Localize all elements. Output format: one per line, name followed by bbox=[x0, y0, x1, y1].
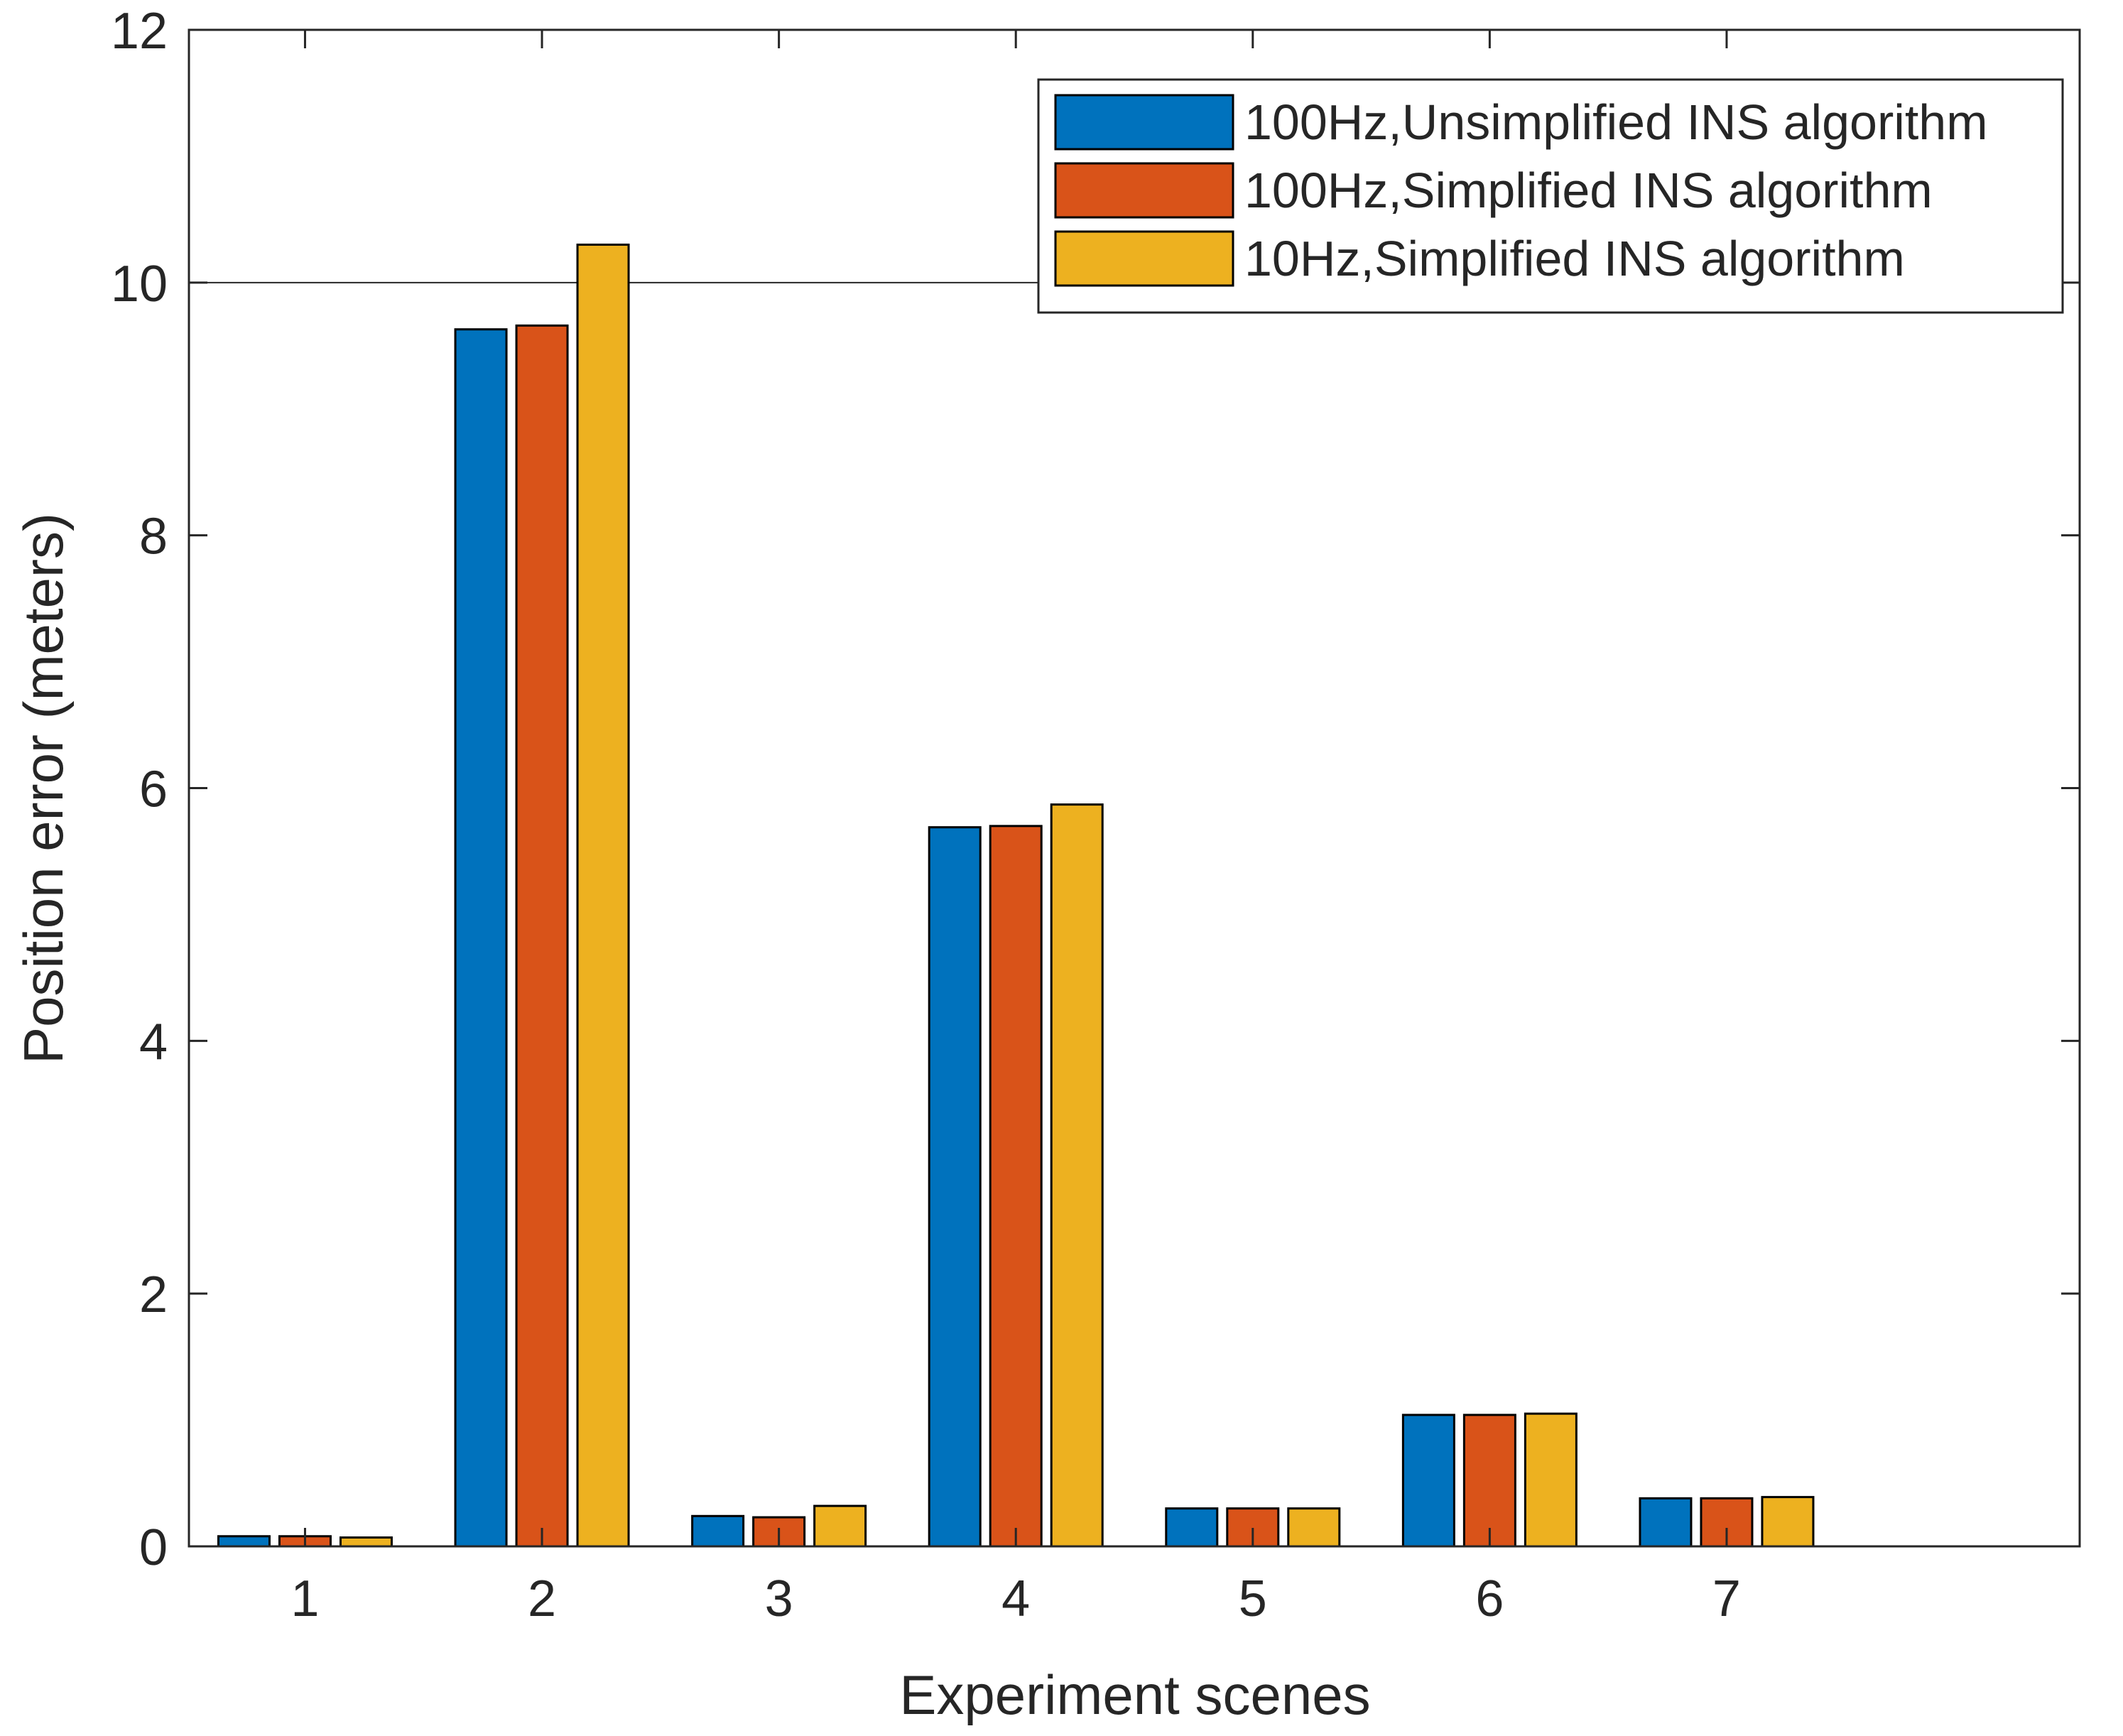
bar-series-1-category-3 bbox=[691, 1514, 745, 1548]
bar-series-3-category-5 bbox=[1287, 1507, 1341, 1548]
bar-series-1-category-6 bbox=[1401, 1414, 1455, 1548]
y-tick-label: 0 bbox=[139, 1519, 168, 1576]
y-axis-label: Position error (meters) bbox=[12, 513, 75, 1064]
x-tick-label: 3 bbox=[765, 1570, 793, 1627]
y-tick-label: 2 bbox=[139, 1266, 168, 1323]
bar-series-2-category-4 bbox=[989, 825, 1043, 1548]
x-tick-label: 4 bbox=[1001, 1570, 1030, 1627]
bar-series-1-category-4 bbox=[928, 826, 982, 1548]
bar-series-3-category-7 bbox=[1761, 1496, 1815, 1548]
bar-series-1-category-7 bbox=[1639, 1497, 1693, 1548]
bar-series-3-category-4 bbox=[1050, 803, 1104, 1548]
bar-series-3-category-3 bbox=[813, 1504, 867, 1548]
bar-series-2-category-2 bbox=[515, 324, 569, 1548]
y-tick-label: 12 bbox=[111, 3, 168, 60]
x-tick-label: 7 bbox=[1712, 1570, 1741, 1627]
legend: 100Hz,Unsimplified INS algorithm 100Hz,Si… bbox=[1037, 78, 2064, 314]
x-tick-label: 6 bbox=[1475, 1570, 1504, 1627]
bar-series-1-category-1 bbox=[217, 1535, 271, 1548]
y-tick-label: 10 bbox=[111, 256, 168, 313]
y-tick-label: 4 bbox=[139, 1014, 168, 1070]
y-tick-label: 8 bbox=[139, 509, 168, 565]
legend-label-series-2: 100Hz,Simplified INS algorithm bbox=[1244, 163, 1933, 218]
legend-swatch-series-3 bbox=[1054, 230, 1234, 287]
x-tick-label: 1 bbox=[291, 1570, 319, 1627]
bar-series-2-category-6 bbox=[1462, 1414, 1516, 1548]
bar-series-3-category-6 bbox=[1524, 1412, 1578, 1548]
legend-label-series-1: 100Hz,Unsimplified INS algorithm bbox=[1244, 94, 1988, 150]
x-tick-label: 5 bbox=[1239, 1570, 1267, 1627]
x-tick-label: 2 bbox=[528, 1570, 556, 1627]
legend-swatch-series-1 bbox=[1054, 94, 1234, 151]
bar-series-1-category-5 bbox=[1165, 1507, 1219, 1548]
bar-series-1-category-2 bbox=[454, 328, 508, 1548]
legend-swatch-series-2 bbox=[1054, 162, 1234, 219]
bar-series-3-category-1 bbox=[339, 1536, 393, 1548]
legend-label-series-3: 10Hz,Simplified INS algorithm bbox=[1244, 231, 1905, 286]
bar-series-3-category-2 bbox=[576, 243, 630, 1548]
x-axis-label: Experiment scenes bbox=[899, 1664, 1370, 1726]
y-tick-label: 6 bbox=[139, 761, 168, 818]
